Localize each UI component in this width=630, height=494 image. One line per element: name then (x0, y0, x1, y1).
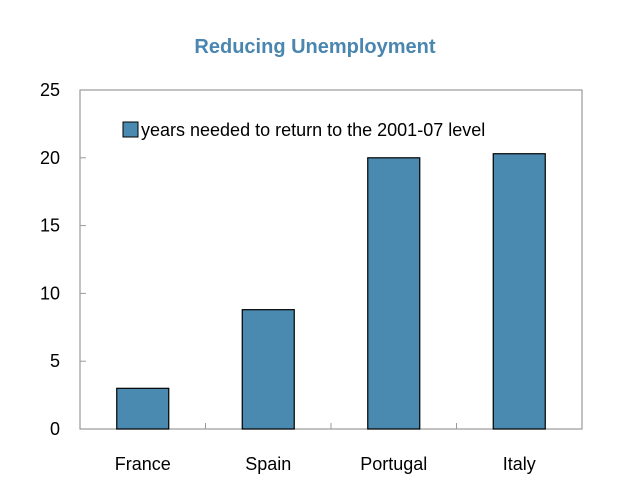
y-tick-label: 15 (40, 216, 60, 236)
legend: years needed to return to the 2001-07 le… (122, 120, 485, 140)
bar-italy (492, 153, 546, 430)
x-axis: France Spain Portugal Italy (115, 423, 536, 474)
bars (116, 153, 546, 430)
chart-title: Reducing Unemployment (194, 36, 436, 58)
legend-swatch (122, 121, 139, 138)
y-tick-label: 0 (50, 419, 60, 439)
y-tick-label: 5 (50, 351, 60, 371)
x-tick-label: Italy (503, 454, 536, 474)
y-tick-label: 10 (40, 283, 60, 303)
y-axis: 0 5 10 15 20 25 (40, 80, 86, 439)
legend-label: years needed to return to the 2001-07 le… (141, 120, 485, 140)
x-tick-label: Spain (245, 454, 291, 474)
bar-france (116, 387, 170, 430)
x-tick-label: France (115, 454, 171, 474)
y-tick-label: 25 (40, 80, 60, 100)
y-tick-label: 20 (40, 148, 60, 168)
bar-spain (241, 309, 295, 430)
x-tick-label: Portugal (360, 454, 427, 474)
bar-portugal (367, 157, 421, 430)
